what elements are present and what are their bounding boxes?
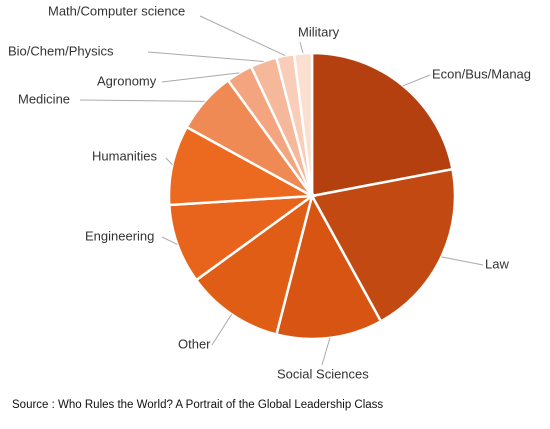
leader-line <box>299 41 304 54</box>
slice-label: Humanities <box>92 148 158 163</box>
slice-label: Law <box>485 256 509 271</box>
pie-slice <box>167 194 317 282</box>
pie-slice <box>167 125 317 207</box>
slice-label: Engineering <box>85 228 154 243</box>
leader-line <box>161 236 178 245</box>
leader-line <box>79 99 205 102</box>
slice-label: Econ/Bus/Manag <box>432 66 531 81</box>
leader-line <box>161 72 240 83</box>
slice-label: Social Sciences <box>277 366 369 381</box>
leader-line <box>147 51 264 62</box>
leader-line <box>165 157 173 166</box>
slice-label: Medicine <box>18 91 70 106</box>
leader-line <box>321 337 331 366</box>
source-note: Source : Who Rules the World? A Portrait… <box>12 399 383 411</box>
slice-label: Other <box>178 336 211 351</box>
slice-label: Math/Computer science <box>48 3 185 18</box>
slice-label: Military <box>298 24 340 39</box>
leader-line <box>441 256 484 266</box>
pie-slice <box>194 192 315 337</box>
leader-line <box>199 15 286 56</box>
pie-slice <box>274 192 383 341</box>
slice-label: Bio/Chem/Physics <box>8 43 114 58</box>
leader-line <box>211 314 233 346</box>
pie-slice <box>310 51 454 198</box>
pie-slice <box>310 167 457 324</box>
slice-label: Agronomy <box>97 73 157 88</box>
leader-line <box>402 74 431 87</box>
